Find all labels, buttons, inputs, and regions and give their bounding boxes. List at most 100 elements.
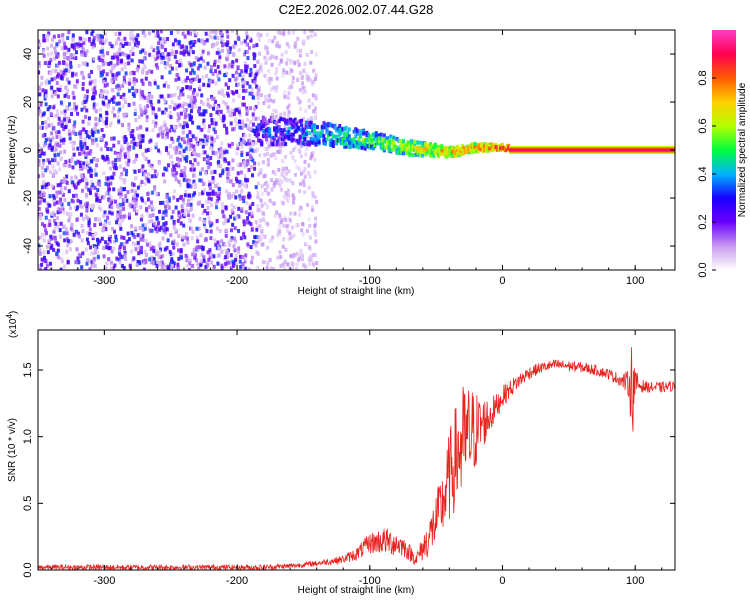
heatmap-cell [191, 168, 195, 173]
heatmap-cell [94, 116, 98, 121]
heatmap-cell [295, 251, 299, 256]
heatmap-cell [181, 79, 185, 84]
heatmap-cell [207, 196, 211, 201]
heatmap-cell [295, 138, 299, 143]
heatmap-cell [64, 85, 68, 90]
heatmap-cell [454, 153, 458, 158]
heatmap-cell [88, 81, 92, 86]
heatmap-cell [137, 133, 141, 138]
heatmap-cell [201, 182, 205, 187]
heatmap-cell [304, 120, 308, 125]
heatmap-cell [296, 36, 300, 41]
heatmap-cell [51, 172, 55, 177]
heatmap-cell [118, 151, 122, 156]
heatmap-cell [247, 191, 251, 196]
heatmap-cell [69, 239, 73, 244]
heatmap-cell [158, 241, 162, 246]
heatmap-cell [252, 240, 256, 245]
heatmap-cell [192, 147, 196, 152]
heatmap-cell [235, 215, 239, 220]
heatmap-cell [161, 200, 165, 205]
heatmap-cell [165, 245, 169, 250]
heatmap-cell [40, 75, 44, 80]
heatmap-cell [299, 206, 303, 211]
heatmap-cell [179, 255, 183, 260]
heatmap-cell [284, 166, 288, 171]
heatmap-cell [228, 78, 232, 83]
heatmap-cell [164, 167, 168, 172]
heatmap-cell [222, 214, 226, 219]
heatmap-cell [156, 46, 160, 51]
heatmap-cell [357, 136, 361, 141]
heatmap-cell [169, 252, 173, 257]
heatmap-cell [244, 141, 248, 146]
heatmap-cell [285, 42, 289, 47]
heatmap-cell [121, 51, 125, 56]
heatmap-cell [44, 168, 48, 173]
heatmap-cell [131, 92, 135, 97]
heatmap-cell [198, 178, 202, 183]
heatmap-cell [65, 180, 69, 185]
heatmap-cell [283, 124, 287, 129]
heatmap-cell [354, 140, 358, 145]
heatmap-cell [94, 217, 98, 222]
heatmap-cell [400, 145, 404, 150]
heatmap-cell [246, 159, 250, 164]
heatmap-cell [161, 51, 165, 56]
heatmap-cell [56, 248, 60, 253]
heatmap-cell [179, 248, 183, 253]
heatmap-cell [63, 186, 67, 191]
heatmap-cell [191, 252, 195, 257]
heatmap-cell [151, 128, 155, 133]
heatmap-cell [177, 212, 181, 217]
heatmap-cell [43, 61, 47, 66]
heatmap-cell [66, 243, 70, 248]
heatmap-cell [292, 137, 296, 142]
heatmap-cell [176, 30, 180, 34]
heatmap-cell [328, 122, 332, 127]
colorbar-tick-label: 0.4 [697, 166, 709, 181]
heatmap-cell [235, 151, 239, 156]
heatmap-cell [172, 106, 176, 111]
heatmap-cell [297, 166, 301, 171]
heatmap-cell [287, 169, 291, 174]
heatmap-cell [242, 123, 246, 128]
heatmap-cell [136, 260, 140, 265]
heatmap-cell [290, 68, 294, 73]
heatmap-cell [97, 55, 101, 60]
heatmap-cell [382, 138, 386, 143]
heatmap-cell [267, 38, 271, 43]
heatmap-cell [287, 30, 291, 35]
heatmap-cell [120, 235, 124, 240]
heatmap-cell [246, 126, 250, 131]
heatmap-cell [162, 222, 166, 227]
heatmap-cell [215, 205, 219, 210]
heatmap-cell [104, 120, 108, 125]
heatmap-cell [266, 98, 270, 103]
heatmap-cell [291, 80, 295, 85]
heatmap-cell [93, 91, 97, 96]
heatmap-cell [314, 134, 318, 139]
heatmap-cell [81, 229, 85, 234]
heatmap-cell [368, 140, 372, 145]
heatmap-cell [40, 147, 44, 152]
heatmap-cell [202, 222, 206, 227]
heatmap-cell [287, 126, 291, 131]
heatmap-cell [270, 238, 274, 243]
heatmap-cell [371, 137, 375, 142]
heatmap-cell [226, 53, 230, 58]
heatmap-cell [51, 235, 55, 240]
heatmap-cell [408, 152, 412, 157]
heatmap-cell [179, 173, 183, 178]
heatmap-cell [266, 157, 270, 162]
heatmap-cell [311, 191, 315, 196]
heatmap-cell [181, 153, 185, 158]
heatmap-cell [293, 129, 297, 134]
heatmap-cell [153, 123, 157, 128]
heatmap-cell [255, 126, 259, 131]
heatmap-cell [368, 137, 372, 142]
heatmap-cell [50, 51, 54, 56]
heatmap-cell [313, 157, 317, 162]
heatmap-cell [147, 148, 151, 153]
heatmap-cell [80, 265, 84, 270]
